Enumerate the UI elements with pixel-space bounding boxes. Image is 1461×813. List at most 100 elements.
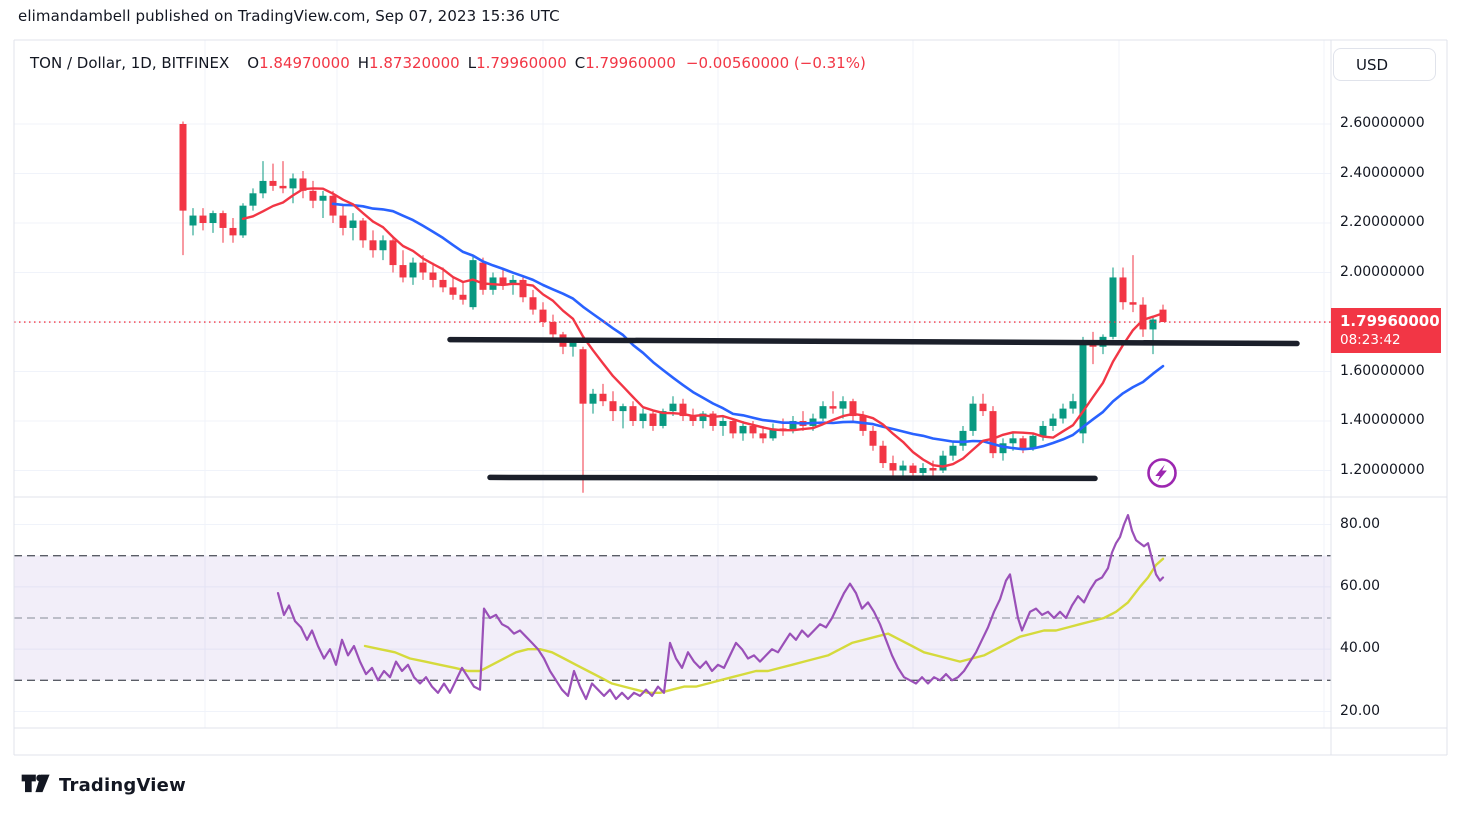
candle: [379, 240, 387, 251]
candle: [969, 403, 977, 431]
candle: [749, 425, 757, 434]
candle: [549, 322, 557, 335]
rsi-axis-label: 20.00: [1340, 702, 1381, 719]
support-line[interactable]: [487, 474, 1098, 482]
candle: [629, 406, 637, 421]
candle: [519, 279, 527, 298]
candle: [1009, 438, 1017, 444]
candle: [669, 403, 677, 412]
lightning-icon: [1147, 458, 1177, 488]
candle: [449, 287, 457, 295]
candle: [499, 277, 507, 285]
candle: [599, 393, 607, 402]
candle: [959, 430, 967, 446]
candle: [939, 455, 947, 471]
candle: [769, 428, 777, 439]
ma-fast-line: [241, 187, 1165, 468]
candle: [419, 262, 427, 273]
time-axis[interactable]: 10MayJunJulAugSepOct: [14, 728, 1331, 755]
candle: [389, 240, 397, 266]
price-axis-label: 2.00000000: [1340, 263, 1425, 280]
candle: [689, 416, 697, 421]
chart-legend: TON / Dollar, 1D, BITFINEX O1.84970000 H1.…: [30, 54, 866, 72]
currency-label: USD: [1356, 55, 1389, 74]
candle: [439, 279, 447, 288]
rsi-axis-label: 60.00: [1340, 577, 1381, 594]
candle: [1049, 418, 1057, 426]
last-price-badge: 1.79960000 08:23:42: [1331, 308, 1441, 353]
panel-borders: [13, 39, 1448, 756]
rsi-line: [276, 513, 1165, 701]
candle: [469, 260, 477, 308]
candle: [279, 185, 287, 189]
candle: [339, 215, 347, 228]
candle: [529, 297, 537, 310]
price-axis-label: 2.40000000: [1340, 164, 1425, 181]
low-label: L: [467, 54, 477, 72]
candle: [989, 411, 997, 454]
candle: [1119, 277, 1127, 303]
candle: [849, 401, 857, 417]
publish-attribution: elimandambell published on TradingView.c…: [18, 7, 560, 25]
candle: [1059, 408, 1067, 419]
candle: [459, 294, 467, 300]
candle: [1039, 425, 1047, 436]
change-value: −0.00560000 (−0.31%): [685, 54, 866, 72]
candle: [369, 240, 377, 251]
candle: [699, 413, 707, 421]
candle: [569, 341, 577, 347]
high-label: H: [357, 54, 370, 72]
candle: [869, 430, 877, 446]
candle: [1069, 401, 1077, 409]
candle: [219, 213, 227, 228]
rsi-band: [14, 555, 1331, 681]
open-value: 1.84970000: [259, 54, 350, 72]
bar-countdown: 08:23:42: [1340, 332, 1401, 349]
open-label: O: [247, 54, 260, 72]
tradingview-logo[interactable]: TradingView: [20, 770, 186, 800]
candle: [409, 262, 417, 278]
candle: [579, 349, 587, 404]
candle: [759, 433, 767, 439]
candle: [639, 413, 647, 421]
candle: [949, 445, 957, 456]
candle: [719, 421, 727, 426]
last-price-value: 1.79960000: [1340, 312, 1440, 330]
low-value: 1.79960000: [476, 54, 567, 72]
candle: [309, 190, 317, 201]
candle: [229, 227, 237, 236]
candle: [679, 403, 687, 417]
candle: [319, 195, 327, 201]
candle: [729, 421, 737, 434]
candle: [1079, 341, 1087, 434]
candle: [429, 272, 437, 280]
high-value: 1.87320000: [369, 54, 460, 72]
candle: [399, 265, 407, 278]
symbol-title[interactable]: TON / Dollar, 1D, BITFINEX: [30, 54, 230, 72]
price-axis-label: 1.60000000: [1340, 362, 1425, 379]
candle: [1029, 435, 1037, 449]
close-value: 1.79960000: [585, 54, 676, 72]
candle: [329, 195, 337, 216]
candle: [179, 124, 187, 211]
candle: [789, 421, 797, 431]
candle: [359, 220, 367, 241]
tradingview-logo-icon: [20, 770, 50, 800]
currency-toggle-button[interactable]: USD: [1333, 48, 1436, 81]
candle: [589, 393, 597, 404]
candle: [1109, 277, 1117, 337]
rsi-axis[interactable]: [1331, 497, 1447, 728]
rsi-ma-line: [363, 557, 1165, 694]
resistance-line[interactable]: [447, 336, 1300, 347]
candle: [239, 205, 247, 236]
tradingview-logo-text: TradingView: [59, 774, 186, 796]
candle: [619, 406, 627, 412]
price-axis-label: 1.20000000: [1340, 461, 1425, 478]
candle: [709, 413, 717, 426]
ma-slow-line: [331, 202, 1165, 451]
rsi-axis-label: 40.00: [1340, 640, 1381, 657]
candle: [909, 465, 917, 473]
candle: [929, 468, 937, 471]
